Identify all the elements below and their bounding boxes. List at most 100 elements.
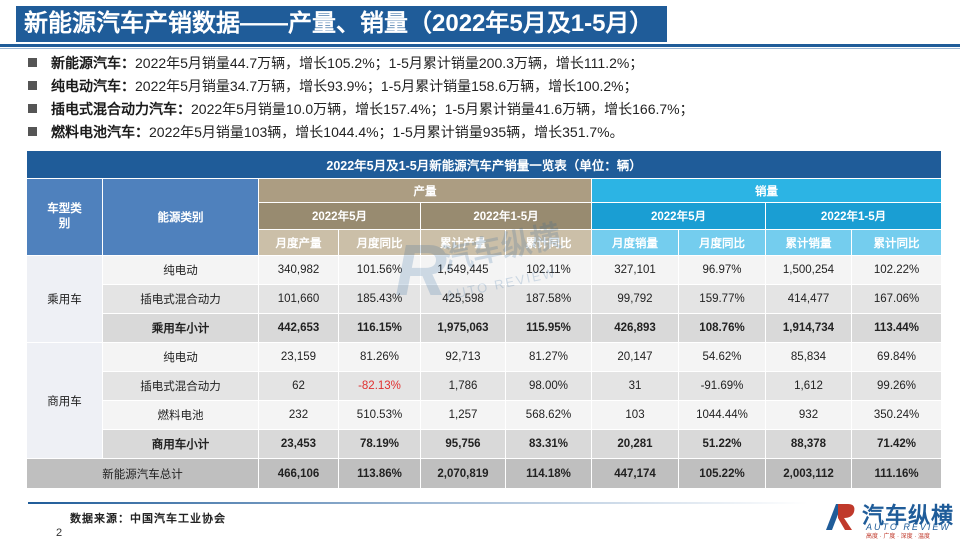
cell: 54.62% <box>678 342 766 372</box>
cell: 327,101 <box>591 255 679 285</box>
cell: 71.42% <box>850 429 943 459</box>
cell: 115.95% <box>505 313 592 343</box>
cell: 116.15% <box>338 313 421 343</box>
row-label: 插电式混合动力 <box>102 371 259 401</box>
bullet-fcev: 燃料电池汽车：2022年5月销量103辆，增长1044.4%；1-5月累计销量9… <box>28 121 948 144</box>
header-cumulative-yoy: 累计同比 <box>505 229 592 256</box>
cell: 1,549,445 <box>420 255 506 285</box>
cell: 105.22% <box>678 458 766 489</box>
row-label: 纯电动 <box>102 255 259 285</box>
cell: 447,174 <box>591 458 679 489</box>
cell: -91.69% <box>678 371 766 401</box>
square-bullet-icon <box>28 104 37 113</box>
page-title: 新能源汽车产销数据——产量、销量（2022年5月及1-5月） <box>16 6 668 42</box>
bullet-text: 2022年5月销量34.7万辆，增长93.9%；1-5月累计销量158.6万辆，… <box>135 78 638 94</box>
cell: 81.27% <box>505 342 592 372</box>
cell: 1,914,734 <box>765 313 852 343</box>
header-energy-type: 能源类别 <box>102 178 259 256</box>
cell: 101,660 <box>258 284 339 314</box>
cell: 23,453 <box>258 429 339 459</box>
cell: 510.53% <box>338 400 421 430</box>
bullet-label: 插电式混合动力汽车： <box>51 101 191 117</box>
cell: 1,257 <box>420 400 506 430</box>
source-divider <box>28 502 808 504</box>
table-row: 插电式混合动力 101,660 185.43% 425,598 187.58% … <box>27 284 943 314</box>
row-label: 插电式混合动力 <box>102 284 259 314</box>
header-sales-month: 2022年5月 <box>591 202 766 230</box>
row-label: 乘用车小计 <box>102 313 259 343</box>
cell: 185.43% <box>338 284 421 314</box>
cell: 101.56% <box>338 255 421 285</box>
bullet-text: 2022年5月销量44.7万辆，增长105.2%；1-5月累计销量200.3万辆… <box>135 55 644 71</box>
table-row: 燃料电池 232 510.53% 1,257 568.62% 103 1044.… <box>27 400 943 430</box>
logo-name: 汽车纵横 <box>862 503 955 528</box>
bullet-nev: 新能源汽车：2022年5月销量44.7万辆，增长105.2%；1-5月累计销量2… <box>28 52 948 75</box>
header-monthly-production: 月度产量 <box>258 229 339 256</box>
header-monthly-yoy: 月度同比 <box>338 229 421 256</box>
cell: 83.31% <box>505 429 592 459</box>
cell: 102.11% <box>505 255 592 285</box>
cell: 159.77% <box>678 284 766 314</box>
header-cumulative-sales: 累计销量 <box>765 229 852 256</box>
bullet-label: 燃料电池汽车： <box>51 124 149 140</box>
cell: 466,106 <box>258 458 339 489</box>
cell: 31 <box>591 371 679 401</box>
header-production: 产量 <box>258 178 592 203</box>
bullet-label: 新能源汽车： <box>51 55 135 71</box>
row-label: 商用车小计 <box>102 429 259 459</box>
table-row: 插电式混合动力 62 -82.13% 1,786 98.00% 31 -91.6… <box>27 371 943 401</box>
cell: 167.06% <box>850 284 943 314</box>
square-bullet-icon <box>28 81 37 90</box>
total-label: 新能源汽车总计 <box>26 458 259 489</box>
title-bar: 新能源汽车产销数据——产量、销量（2022年5月及1-5月） <box>0 0 960 49</box>
title-rule-thin <box>0 48 960 49</box>
cell: 350.24% <box>850 400 943 430</box>
logo-english: AUTO REVIEW <box>866 522 951 532</box>
header-row-2: 2022年5月 2022年1-5月 2022年5月 2022年1-5月 <box>27 202 943 230</box>
header-cumulative-yoy: 累计同比 <box>850 229 943 256</box>
data-source: 数据来源：中国汽车工业协会 <box>70 512 226 525</box>
bullet-label: 纯电动汽车： <box>51 78 135 94</box>
cell: 1,975,063 <box>420 313 506 343</box>
cell: 92,713 <box>420 342 506 372</box>
subtotal-row-commercial: 商用车小计 23,453 78.19% 95,756 83.31% 20,281… <box>27 429 943 459</box>
cell: 414,477 <box>765 284 852 314</box>
auto-review-logo-icon <box>826 504 855 530</box>
subtotal-row-passenger: 乘用车小计 442,653 116.15% 1,975,063 115.95% … <box>27 313 943 343</box>
cell: 1044.44% <box>678 400 766 430</box>
summary-bullets: 新能源汽车：2022年5月销量44.7万辆，增长105.2%；1-5月累计销量2… <box>28 52 948 144</box>
cell: 51.22% <box>678 429 766 459</box>
row-label: 燃料电池 <box>102 400 259 430</box>
data-table-wrapper: 2022年5月及1-5月新能源汽车产销量一览表（单位：辆） 车型类别 能源类别 … <box>25 150 943 489</box>
cell: 426,893 <box>591 313 679 343</box>
cell: 108.76% <box>678 313 766 343</box>
cell: 111.16% <box>850 458 943 489</box>
total-row: 新能源汽车总计 466,106 113.86% 2,070,819 114.18… <box>26 458 943 489</box>
cell: 1,500,254 <box>765 255 852 285</box>
cell: 113.86% <box>338 458 421 489</box>
negative-cell: -82.13% <box>338 371 421 401</box>
header-cumulative-production: 累计产量 <box>420 229 506 256</box>
cell: 2,003,112 <box>765 458 852 489</box>
square-bullet-icon <box>28 127 37 136</box>
group-passenger: 乘用车 <box>26 255 103 343</box>
cell: 425,598 <box>420 284 506 314</box>
row-label: 纯电动 <box>102 342 259 372</box>
cell: 99,792 <box>591 284 679 314</box>
header-monthly-yoy: 月度同比 <box>678 229 766 256</box>
bullet-text: 2022年5月销量103辆，增长1044.4%；1-5月累计销量935辆，增长3… <box>149 124 624 140</box>
cell: 69.84% <box>850 342 943 372</box>
cell: 102.22% <box>850 255 943 285</box>
cell: 1,612 <box>765 371 852 401</box>
group-commercial: 商用车 <box>26 342 103 459</box>
table-row: 乘用车 纯电动 340,982 101.56% 1,549,445 102.11… <box>26 255 943 343</box>
bullet-text: 2022年5月销量10.0万辆，增长157.4%；1-5月累计销量41.6万辆，… <box>191 101 694 117</box>
cell: 232 <box>258 400 339 430</box>
cell: 95,756 <box>420 429 506 459</box>
cell: 113.44% <box>850 313 943 343</box>
header-sales-cumulative: 2022年1-5月 <box>764 202 943 230</box>
cell: 88,378 <box>765 429 852 459</box>
nev-production-sales-table: 2022年5月及1-5月新能源汽车产销量一览表（单位：辆） 车型类别 能源类别 … <box>25 150 943 489</box>
cell: 23,159 <box>258 342 339 372</box>
bullet-bev: 纯电动汽车：2022年5月销量34.7万辆，增长93.9%；1-5月累计销量15… <box>28 75 948 98</box>
